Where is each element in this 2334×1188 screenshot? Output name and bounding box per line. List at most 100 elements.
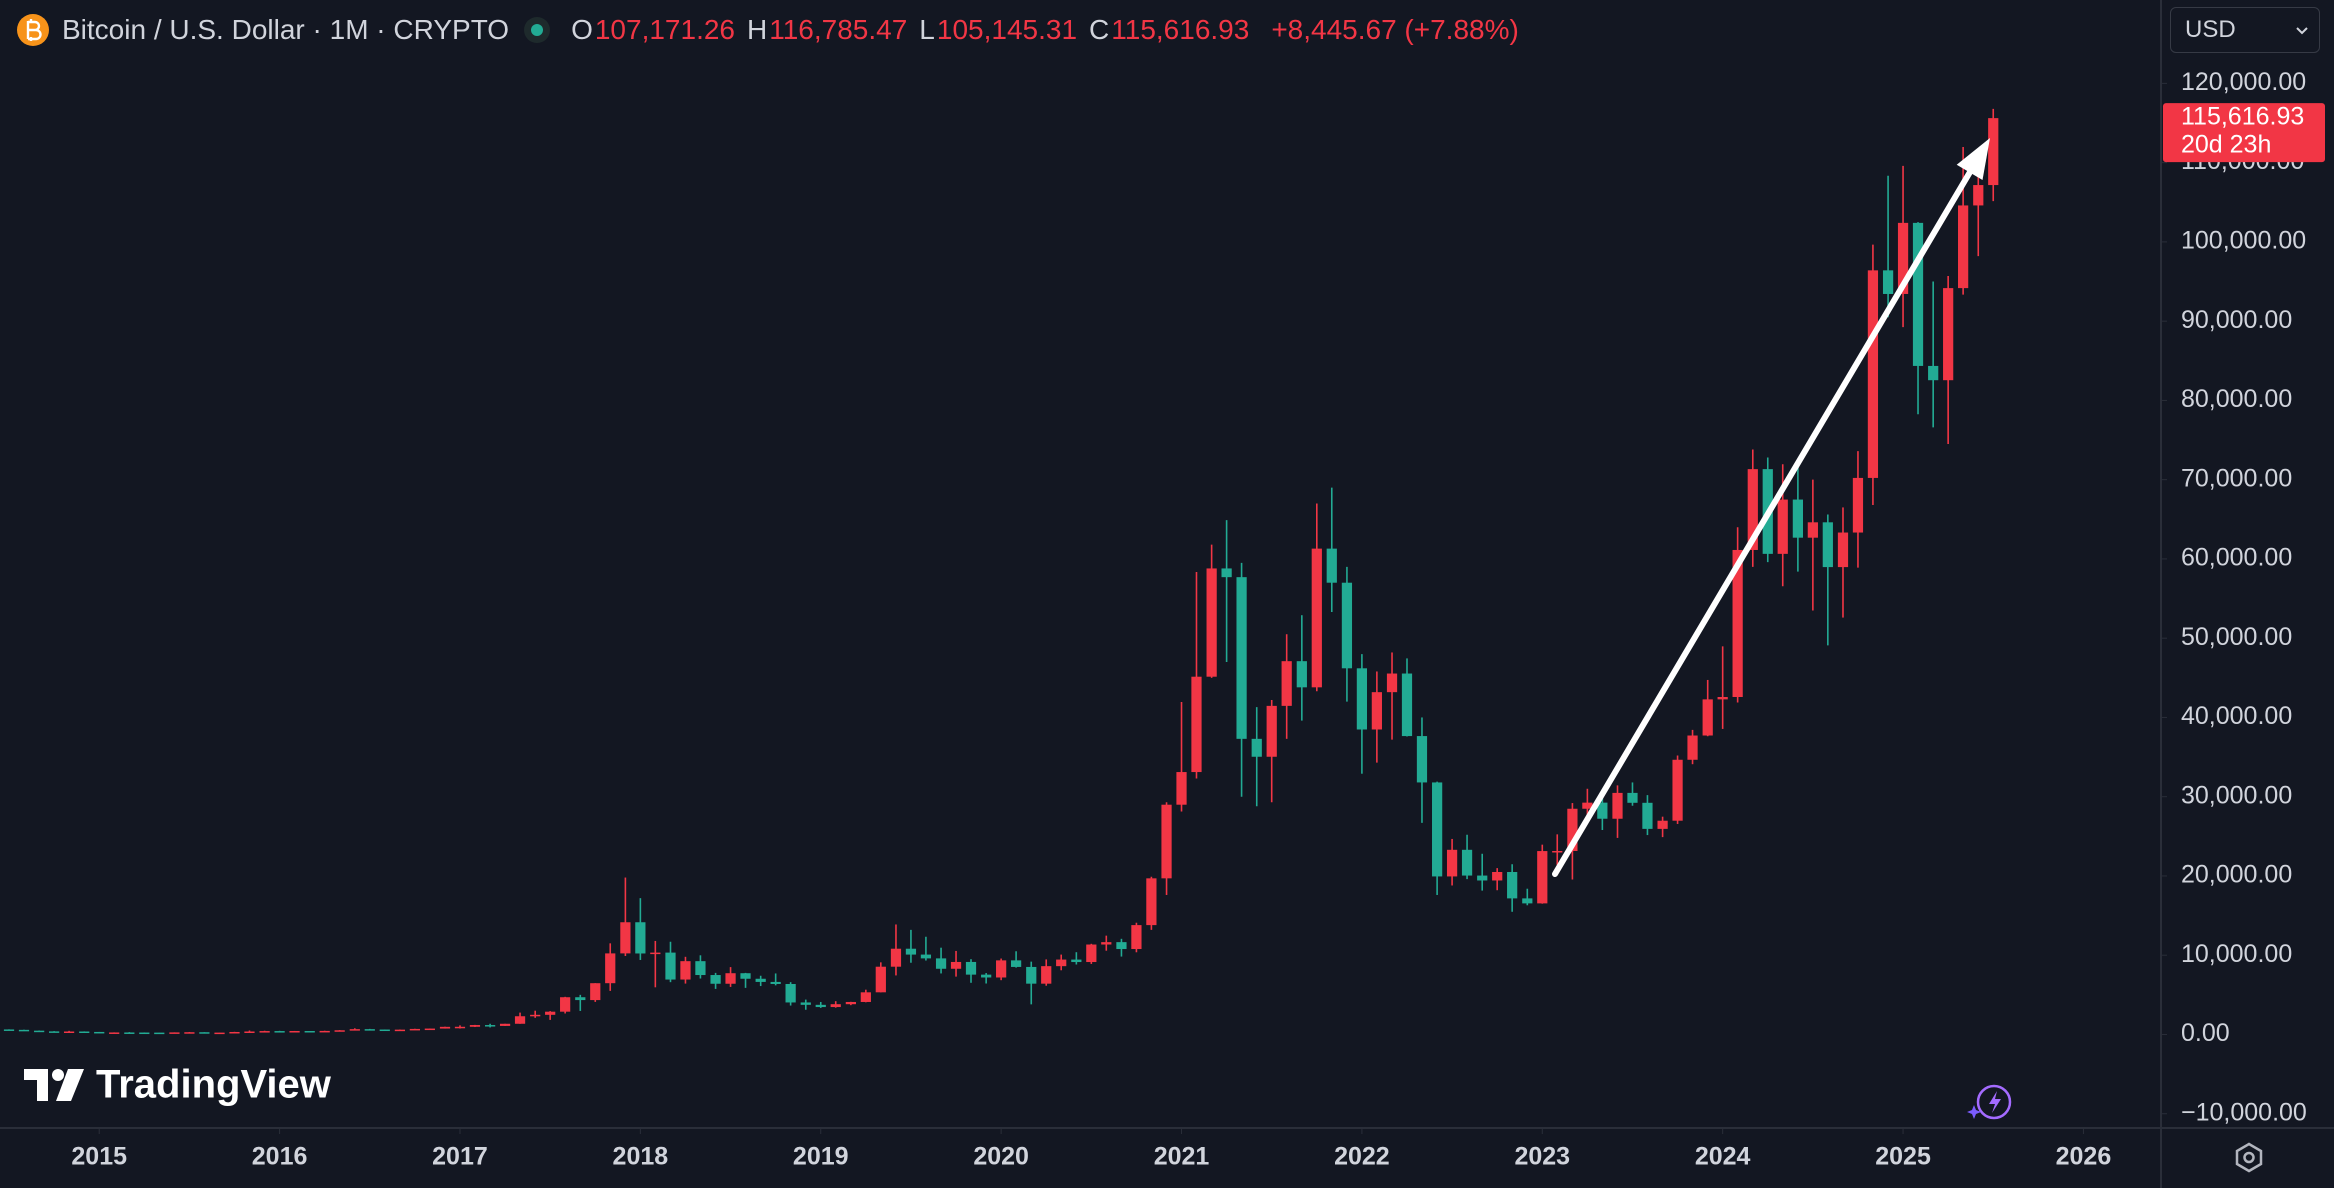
brand-logo: TradingView — [24, 1063, 332, 1107]
candle-body — [545, 1011, 556, 1015]
y-tick-label: 0.00 — [2181, 1019, 2230, 1047]
candle-body — [1356, 668, 1368, 730]
candle-body — [1732, 549, 1743, 697]
candle-body — [1311, 548, 1322, 688]
y-tick-label: 50,000.00 — [2181, 623, 2292, 651]
candle-body — [1446, 849, 1458, 877]
candle-body — [169, 1032, 180, 1034]
y-tick-label: 80,000.00 — [2181, 385, 2292, 413]
brand-name: TradingView — [96, 1063, 332, 1107]
candle-body — [1131, 925, 1142, 950]
candle-body — [770, 981, 781, 984]
x-tick-label: 2023 — [1514, 1143, 1570, 1171]
candle-body — [304, 1031, 315, 1033]
x-tick-label: 2019 — [793, 1143, 849, 1171]
candle-body — [1416, 736, 1428, 783]
bitcoin-glyph — [26, 19, 42, 41]
candles — [3, 108, 1999, 1035]
price-tag-box — [2163, 103, 2325, 163]
symbol-title[interactable]: Bitcoin / U.S. Dollar · 1M · CRYPTO — [62, 14, 510, 45]
candle-body — [800, 1002, 811, 1005]
candle-body — [605, 953, 616, 984]
candle-body — [1537, 851, 1548, 904]
settings-icon[interactable] — [2235, 1142, 2263, 1173]
candle-body — [665, 952, 676, 980]
candle-body — [815, 1004, 826, 1008]
symbol-header: Bitcoin / U.S. Dollar · 1M · CRYPTO O 107… — [16, 8, 1519, 52]
candle-body — [740, 973, 751, 979]
candle-body — [1116, 942, 1127, 950]
candle-body — [484, 1025, 496, 1027]
candle-body — [785, 983, 796, 1003]
candle-body — [1852, 477, 1864, 533]
candle-body — [920, 954, 932, 959]
candle-body — [1777, 499, 1788, 554]
candle-body — [63, 1031, 75, 1034]
logo-dot — [52, 1069, 64, 1081]
candle-body — [319, 1030, 330, 1033]
candle-body — [1567, 808, 1578, 851]
x-tick-label: 2018 — [613, 1143, 669, 1171]
candle-body — [334, 1030, 345, 1032]
candle-body — [34, 1030, 45, 1033]
candle-body — [530, 1014, 541, 1017]
candle-body — [184, 1032, 195, 1034]
ohlc-key: O — [571, 14, 593, 45]
candle-body — [1867, 270, 1879, 478]
ohlc-key: C — [1089, 14, 1110, 45]
candle-body — [1010, 960, 1022, 967]
candle-body — [710, 975, 721, 984]
candle-body — [229, 1031, 240, 1034]
candle-body — [1882, 270, 1894, 294]
logo-t — [24, 1069, 48, 1101]
candle-body — [394, 1029, 406, 1032]
ohlc-legend: O 107,171.26 H 116,785.47 L 105,145.31 C 115,61… — [571, 14, 1261, 46]
candle-body — [139, 1032, 150, 1035]
candle-body — [1221, 568, 1232, 578]
candle-body — [154, 1032, 165, 1035]
y-tick-label: 100,000.00 — [2181, 227, 2306, 255]
candle-body — [1206, 568, 1217, 677]
chevron — [2296, 27, 2308, 35]
candle-body — [1642, 802, 1653, 829]
candle-body — [1026, 966, 1037, 984]
candle-body — [1266, 705, 1277, 757]
candle-body — [890, 948, 902, 967]
candle-body — [1657, 820, 1668, 829]
y-tick-label: −10,000.00 — [2181, 1098, 2307, 1126]
ohlc-value: 116,785.47 — [769, 14, 908, 45]
candle-body — [499, 1023, 511, 1026]
currency-select[interactable]: USD — [2170, 7, 2320, 53]
candle-body — [575, 997, 586, 1001]
candle-body — [1973, 185, 1984, 206]
assistant-bolt — [1989, 1091, 2001, 1113]
candle-body — [109, 1032, 120, 1034]
price-tag-value: 115,616.93 — [2181, 103, 2304, 131]
candle-body — [905, 948, 917, 955]
x-tick-label: 2020 — [973, 1143, 1029, 1171]
change: +8,445.67 (+7.88%) — [1271, 14, 1519, 45]
assistant-icon[interactable] — [1967, 1084, 2012, 1120]
candle-body — [1552, 850, 1563, 853]
candle-body — [1507, 871, 1518, 899]
x-tick-label: 2025 — [1875, 1143, 1931, 1171]
ohlc-value: 115,616.93 — [1111, 14, 1250, 45]
candle-body — [935, 958, 947, 969]
candle-body — [409, 1028, 420, 1031]
candle-body — [1161, 804, 1172, 879]
status-dot — [524, 17, 551, 43]
candle-body — [1371, 692, 1382, 730]
candle-body — [1432, 782, 1443, 877]
trend-arrow-head — [1956, 138, 1990, 180]
axes: −10,000.00 0.00 10,000.00 20,000.00 30,000.0… — [71, 68, 2306, 1171]
price-tag-countdown: 20d 23h — [2181, 131, 2271, 159]
candle-body — [1837, 532, 1849, 568]
candle-body — [124, 1032, 135, 1034]
candle-body — [1477, 875, 1488, 881]
candle-body — [1086, 944, 1097, 963]
chevron-path — [2296, 27, 2308, 35]
